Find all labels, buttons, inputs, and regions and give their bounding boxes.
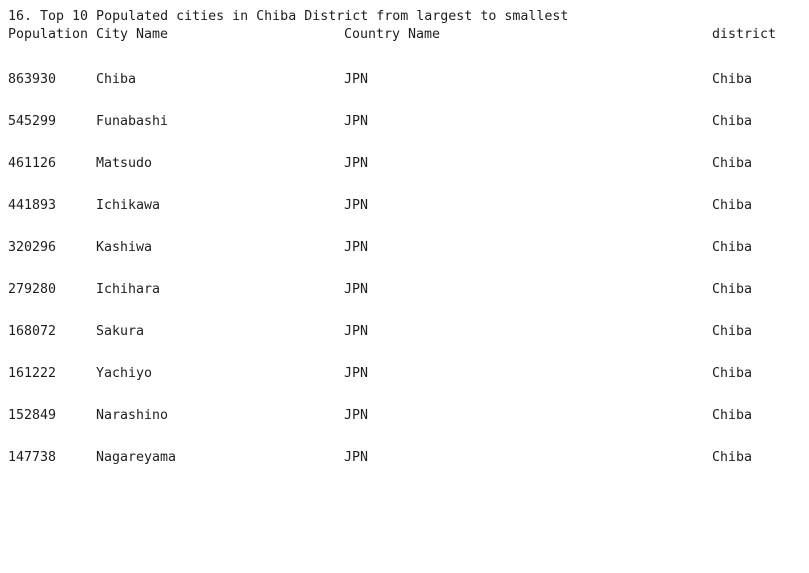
cell-district: Chiba [712,198,753,213]
cell-population: 279280 [8,282,57,297]
cell-country-name: JPN [344,408,369,423]
header-district: district [712,27,777,42]
cell-city-name: Kashiwa [96,240,153,255]
table-row: 147738 Nagareyama JPN Chiba [8,447,803,468]
cell-district: Chiba [712,282,753,297]
cell-district: Chiba [712,114,753,129]
blank-line [8,48,803,69]
cell-population: 863930 [8,72,57,87]
cell-district: Chiba [712,324,753,339]
cell-country-name: JPN [344,240,369,255]
cell-city-name: Sakura [96,324,145,339]
cell-district: Chiba [712,450,753,465]
blank-line [8,426,803,447]
blank-line [8,132,803,153]
cell-city-name: Ichihara [96,282,161,297]
cell-country-name: JPN [344,72,369,87]
blank-line [8,384,803,405]
cell-city-name: Narashino [96,408,169,423]
cell-population: 152849 [8,408,57,423]
cell-district: Chiba [712,408,753,423]
cell-district: Chiba [712,72,753,87]
cell-population: 441893 [8,198,57,213]
table-row: 152849 Narashino JPN Chiba [8,405,803,426]
header-country-name: Country Name [344,27,441,42]
table-header: Population City Name Country Name distri… [8,26,803,48]
header-population: Population [8,27,89,42]
cell-population: 161222 [8,366,57,381]
cell-population: 168072 [8,324,57,339]
cell-city-name: Funabashi [96,114,169,129]
cell-city-name: Chiba [96,72,137,87]
cell-population: 147738 [8,450,57,465]
cell-city-name: Yachiyo [96,366,153,381]
header-city-name: City Name [96,27,169,42]
cell-city-name: Nagareyama [96,450,177,465]
cell-country-name: JPN [344,282,369,297]
table-row: 279280 Ichihara JPN Chiba [8,279,803,300]
cell-district: Chiba [712,156,753,171]
cell-country-name: JPN [344,156,369,171]
blank-line [8,258,803,279]
table-row: 161222 Yachiyo JPN Chiba [8,363,803,384]
cell-country-name: JPN [344,114,369,129]
blank-line [8,90,803,111]
output-title: 16. Top 10 Populated cities in Chiba Dis… [8,9,569,24]
cell-country-name: JPN [344,198,369,213]
cell-population: 545299 [8,114,57,129]
cell-district: Chiba [712,240,753,255]
blank-line [8,216,803,237]
cell-country-name: JPN [344,324,369,339]
table-row: 441893 Ichikawa JPN Chiba [8,195,803,216]
cell-country-name: JPN [344,366,369,381]
console-output[interactable]: 16. Top 10 Populated cities in Chiba Dis… [8,8,803,468]
blank-line [8,174,803,195]
table-row: 320296 Kashiwa JPN Chiba [8,237,803,258]
table-row: 461126 Matsudo JPN Chiba [8,153,803,174]
table-row: 545299 Funabashi JPN Chiba [8,111,803,132]
blank-line [8,342,803,363]
blank-line [8,300,803,321]
table-row: 863930 Chiba JPN Chiba [8,69,803,90]
cell-district: Chiba [712,366,753,381]
table-row: 168072 Sakura JPN Chiba [8,321,803,342]
cell-population: 461126 [8,156,57,171]
cell-country-name: JPN [344,450,369,465]
cell-city-name: Matsudo [96,156,153,171]
cell-city-name: Ichikawa [96,198,161,213]
cell-population: 320296 [8,240,57,255]
